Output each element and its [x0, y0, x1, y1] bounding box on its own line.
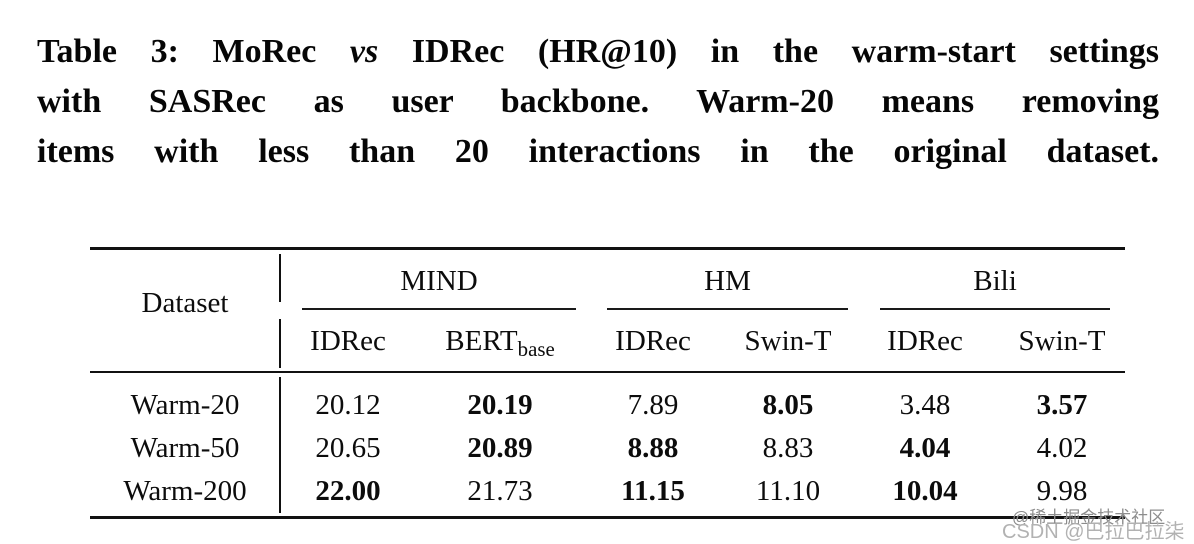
table-cell: 20.89 [467, 432, 533, 464]
caption-line-1-post: IDRec (HR@10) in the warm-start settings [378, 33, 1160, 70]
subheader-text: BERT [445, 325, 518, 357]
table-cell: 8.88 [627, 432, 679, 464]
table-cell: 21.73 [467, 475, 533, 507]
csdn-watermark: CSDN @巴拉巴拉柒 [1002, 521, 1185, 543]
group-header-hm: HM [704, 265, 751, 297]
subheader-text: Swin-T [1018, 325, 1106, 357]
caption-line-2: with SASRec as user backbone. Warm-20 me… [37, 83, 1159, 120]
table-cell: 11.10 [755, 475, 821, 507]
group-underline-hm [607, 308, 848, 310]
subheader-text: IDRec [887, 325, 963, 357]
column-divider [279, 377, 281, 513]
row-label-warm-20: Warm-20 [130, 389, 240, 421]
table-cell: 4.02 [1036, 432, 1088, 464]
group-header-mind: MIND [400, 265, 478, 297]
table-cell: 10.04 [892, 475, 958, 507]
table-cell: 7.89 [627, 389, 679, 421]
caption-line-3: items with less than 20 interactions in … [37, 133, 1159, 170]
results-table: Dataset MIND HM Bili IDRec BERTbase IDRe… [90, 247, 1125, 525]
table-cell: 20.12 [315, 389, 381, 421]
table-cell: 20.19 [467, 389, 533, 421]
juejin-watermark: @稀土掘金技术社区 [1012, 508, 1166, 527]
group-underline-mind [302, 308, 576, 310]
column-header-dataset: Dataset [141, 287, 229, 319]
table-cell: 3.57 [1036, 389, 1088, 421]
column-divider [279, 319, 281, 368]
table-cell: 8.83 [762, 432, 814, 464]
row-label-warm-200: Warm-200 [123, 475, 247, 507]
table-cell: 3.48 [899, 389, 951, 421]
caption-line-1: Table 3: MoRec vs IDRec (HR@10) in the w… [37, 27, 1159, 77]
row-label-warm-50: Warm-50 [130, 432, 240, 464]
table-cell: 20.65 [315, 432, 381, 464]
table-cell: 11.15 [621, 475, 685, 507]
subheader-text: Swin-T [744, 325, 832, 357]
subheader-bili-idrec: IDRec [855, 320, 995, 362]
table-bottom-rule [90, 516, 1125, 519]
caption-line-1-pre: Table 3: MoRec [37, 33, 350, 70]
subheader-subscript: base [517, 336, 555, 361]
caption-vs-italic: vs [349, 33, 379, 70]
subheader-text: IDRec [310, 325, 386, 357]
table-cell: 8.05 [762, 389, 814, 421]
subheader-bili-swint: Swin-T [992, 320, 1132, 362]
table-top-rule [90, 247, 1125, 250]
subheader-mind-idrec: IDRec [278, 320, 418, 362]
subheader-hm-idrec: IDRec [583, 320, 723, 362]
group-underline-bili [880, 308, 1110, 310]
group-header-bili: Bili [973, 265, 1017, 297]
subheader-text: IDRec [615, 325, 691, 357]
table-cell: 4.04 [899, 432, 951, 464]
column-divider [279, 254, 281, 302]
subheader-hm-swint: Swin-T [718, 320, 858, 362]
table-mid-rule [90, 371, 1125, 373]
table-cell: 9.98 [1036, 475, 1088, 507]
subheader-mind-bert: BERTbase [425, 320, 575, 362]
table-cell: 22.00 [315, 475, 381, 507]
table-caption: Table 3: MoRec vs IDRec (HR@10) in the w… [37, 27, 1159, 177]
